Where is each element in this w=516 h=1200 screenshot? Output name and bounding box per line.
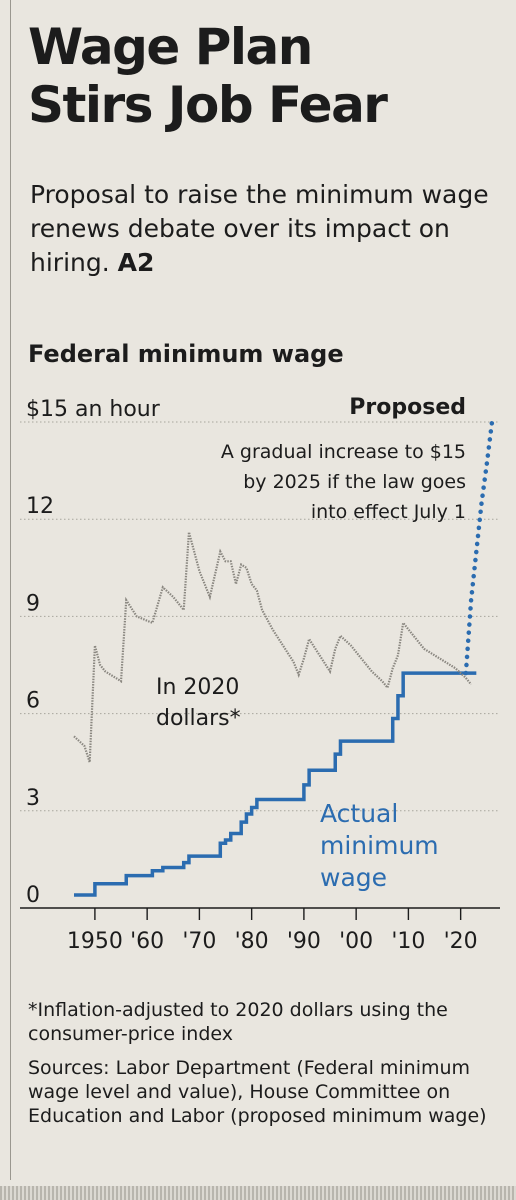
sources-note: Sources: Labor Department (Federal minim… (28, 1057, 487, 1127)
headline: Wage Plan Stirs Job Fear (28, 18, 508, 134)
x-tick-label: '20 (444, 929, 478, 954)
actual-wage-label: Actual (320, 799, 398, 828)
real-wage-line (73, 531, 472, 763)
actual-wage-line (74, 671, 477, 897)
proposed-description: A gradual increase to $15 (221, 441, 466, 463)
y-tick-label: 6 (26, 689, 40, 714)
x-tick-label: '80 (235, 929, 269, 954)
x-tick-label: '70 (182, 929, 216, 954)
series-lines (73, 419, 495, 897)
annotations: Proposed A gradual increase to $15 by 2025… (156, 395, 466, 892)
proposed-description: into effect July 1 (311, 501, 466, 523)
chart-title: Federal minimum wage (28, 340, 344, 368)
x-tick-label: '00 (339, 929, 373, 954)
y-tick-label: 3 (26, 786, 40, 811)
inflation-footnote: *Inflation-adjusted to 2020 dollars usin… (28, 999, 448, 1045)
actual-wage-label: minimum (320, 831, 439, 860)
x-axis-labels: 1950 '60 '70 '80 '90 '00 '10 '20 (67, 908, 478, 954)
x-tick-label: '60 (130, 929, 164, 954)
deck: Proposal to raise the minimum wage renew… (30, 178, 510, 280)
column-rule (10, 0, 11, 1180)
actual-wage-label: wage (320, 863, 387, 892)
page-edge (0, 1186, 516, 1200)
proposed-wage-line (463, 419, 495, 676)
y-tick-label: 12 (26, 494, 54, 519)
headline-line-1: Wage Plan (28, 18, 313, 76)
y-axis-labels: $15 an hour 12 9 6 3 0 (26, 397, 161, 908)
gridlines (20, 421, 500, 909)
x-tick-label: 1950 (67, 929, 123, 954)
y-tick-label: 0 (26, 883, 40, 908)
x-tick-label: '90 (287, 929, 321, 954)
minimum-wage-chart: $15 an hour 12 9 6 3 0 1950 '60 '70 '80 '90 '00 '10… (20, 395, 500, 954)
real-wage-label: In 2020 (156, 675, 239, 700)
page-reference[interactable]: A2 (117, 248, 155, 277)
deck-text: Proposal to raise the minimum wage renew… (30, 180, 489, 277)
y-tick-label: 9 (26, 591, 40, 616)
headline-line-2: Stirs Job Fear (28, 76, 388, 134)
chart-notes: *Inflation-adjusted to 2020 dollars usin… (28, 998, 498, 1138)
proposed-description: by 2025 if the law goes (243, 471, 466, 493)
y-tick-label: $15 an hour (26, 397, 161, 422)
proposed-title: Proposed (349, 395, 466, 420)
x-tick-label: '10 (391, 929, 425, 954)
real-wage-label: dollars* (156, 706, 241, 731)
